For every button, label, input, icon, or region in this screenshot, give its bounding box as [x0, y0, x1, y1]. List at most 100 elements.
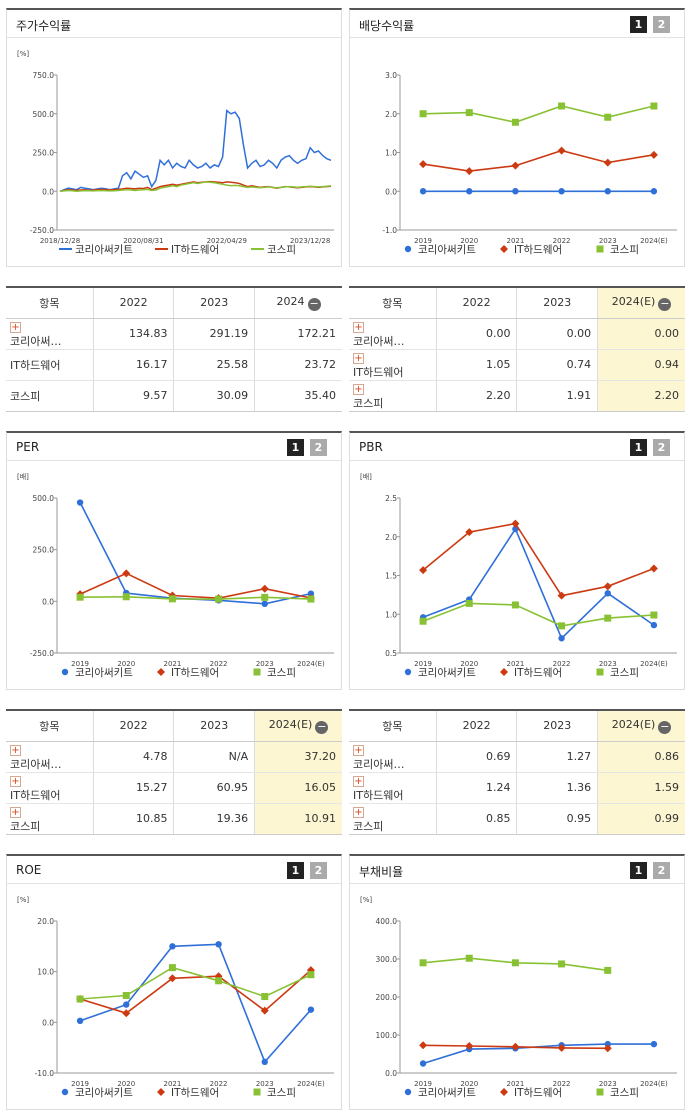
- view-option-1-button[interactable]: 1: [630, 16, 647, 33]
- expand-plus-icon[interactable]: +: [353, 744, 364, 756]
- y-tick-label: -250.0: [30, 649, 54, 658]
- data-table: 항목 2022 2023 2024(E) − +코리아써… 0.00 0.00 0.00 +IT하…: [349, 288, 685, 411]
- data-table: 항목 2022 2023 2024− +코리아써… 134.83 291.19 172.21 I…: [6, 288, 342, 411]
- data-point: [419, 959, 427, 967]
- table-cell: 19.36: [173, 803, 255, 834]
- series-line: [79, 969, 312, 1015]
- x-tick-label: 2022: [210, 1080, 228, 1088]
- table-row: +IT하드웨어 1.05 0.74 0.94: [349, 349, 685, 381]
- series-3: [419, 954, 612, 974]
- view-option-1-button[interactable]: 1: [287, 439, 304, 456]
- chart-panel-per: PER 1 2 [배] 500.0 250.0 0.0 -250.0 2019 2020 2021 2…: [6, 431, 342, 690]
- data-point: [511, 1042, 520, 1051]
- expand-plus-icon[interactable]: +: [10, 775, 21, 787]
- column-header: 2022: [92, 288, 174, 319]
- y-tick-label: 0.0: [42, 187, 54, 196]
- chart-title: 배당수익률: [359, 19, 415, 33]
- minus-icon[interactable]: −: [307, 296, 321, 311]
- view-option-2-button[interactable]: 2: [653, 16, 670, 33]
- view-option-1-button[interactable]: 1: [287, 862, 304, 879]
- table-cell: 37.20: [254, 741, 342, 773]
- expand-plus-icon[interactable]: +: [10, 806, 21, 818]
- row-label: 코스피: [10, 389, 41, 403]
- column-header: 2023: [173, 711, 255, 742]
- x-tick-label: 2024(E): [640, 237, 668, 245]
- data-point: [650, 1040, 658, 1048]
- view-option-2-button[interactable]: 2: [310, 439, 327, 456]
- table-cell: 15.27: [92, 772, 174, 804]
- y-tick-label: 200.0: [376, 993, 398, 1002]
- view-option-2-button[interactable]: 2: [653, 862, 670, 879]
- row-label: +코스피: [353, 806, 384, 833]
- view-option-2-button[interactable]: 2: [653, 439, 670, 456]
- data-point: [558, 960, 566, 968]
- table-stock-return: 항목 2022 2023 2024− +코리아써… 134.83 291.19 172.21 I…: [6, 286, 342, 412]
- expand-plus-icon[interactable]: +: [353, 352, 364, 364]
- x-tick-label: 2024(E): [640, 660, 668, 668]
- chart-plot: [%] 750.0 500.0 250.0 0.0 -250.0 2018/12/28 202…: [17, 50, 334, 256]
- table-cell: 1.36: [516, 772, 598, 804]
- table-cell: 30.09: [173, 380, 255, 411]
- table-cell: 16.17: [92, 349, 174, 381]
- expand-plus-icon[interactable]: +: [353, 383, 364, 395]
- y-tick-label: 1.5: [385, 572, 397, 581]
- table-row: +코리아써… 134.83 291.19 172.21: [6, 318, 342, 350]
- x-tick-label: 2024(E): [640, 1080, 668, 1088]
- series-2: [419, 519, 658, 600]
- x-tick-label: 2022: [553, 1080, 571, 1088]
- series-line: [422, 602, 654, 627]
- data-point: [122, 1009, 131, 1018]
- data-point: [307, 1006, 315, 1013]
- expand-plus-icon[interactable]: +: [353, 321, 364, 333]
- minus-icon[interactable]: −: [658, 296, 672, 311]
- data-point: [603, 1044, 612, 1053]
- expand-plus-icon[interactable]: +: [353, 806, 364, 818]
- view-option-1-button[interactable]: 1: [630, 862, 647, 879]
- series-1: [59, 109, 332, 193]
- legend-label: 코스피: [610, 1087, 639, 1099]
- y-tick-label: -1.0: [382, 226, 397, 235]
- expand-plus-icon[interactable]: +: [10, 744, 21, 756]
- x-tick-label: 2024(E): [297, 660, 325, 668]
- minus-icon[interactable]: −: [658, 719, 672, 734]
- data-point: [650, 102, 658, 110]
- chart-header: PBR 1 2: [350, 433, 684, 461]
- legend-label: 코리아써키트: [418, 667, 476, 679]
- table-cell: 0.95: [516, 803, 598, 834]
- legend-marker: [157, 1088, 165, 1096]
- data-point: [419, 1060, 427, 1067]
- series-1: [419, 188, 658, 195]
- chart-header: 배당수익률 1 2: [350, 10, 684, 38]
- table-cell: 23.72: [254, 349, 342, 381]
- chart-plot: [배] 500.0 250.0 0.0 -250.0 2019 2020 2021 2022 20…: [17, 472, 334, 679]
- data-point: [465, 528, 474, 537]
- view-option-1-button[interactable]: 1: [630, 439, 647, 456]
- series-line: [79, 943, 312, 1064]
- x-tick-label: 2022: [210, 660, 228, 668]
- data-point: [649, 150, 658, 159]
- table-header-row: 항목 2022 2023 2024−: [6, 288, 342, 319]
- expand-plus-icon[interactable]: +: [10, 321, 21, 333]
- data-point: [214, 972, 223, 981]
- expand-plus-icon[interactable]: +: [353, 775, 364, 787]
- data-point: [419, 1041, 428, 1050]
- y-tick-label: 2.5: [385, 494, 397, 503]
- y-tick-label: 1.0: [385, 610, 397, 619]
- minus-icon[interactable]: −: [315, 719, 329, 734]
- legend-marker: [61, 1088, 69, 1096]
- data-point: [511, 519, 520, 528]
- series-1: [76, 941, 315, 1066]
- data-point: [604, 966, 612, 974]
- legend-marker: [253, 1088, 261, 1096]
- row-label: +코리아써…: [349, 318, 437, 350]
- y-tick-label: 0.5: [385, 649, 397, 658]
- table-cell: 16.05: [254, 772, 342, 804]
- data-point: [603, 158, 612, 167]
- table-cell: 1.27: [516, 741, 598, 773]
- legend-label: IT하드웨어: [514, 243, 562, 256]
- data-point: [76, 1017, 84, 1025]
- series-3: [419, 599, 658, 630]
- y-tick-label: -250.0: [30, 226, 54, 235]
- data-point: [76, 499, 84, 506]
- view-option-2-button[interactable]: 2: [310, 862, 327, 879]
